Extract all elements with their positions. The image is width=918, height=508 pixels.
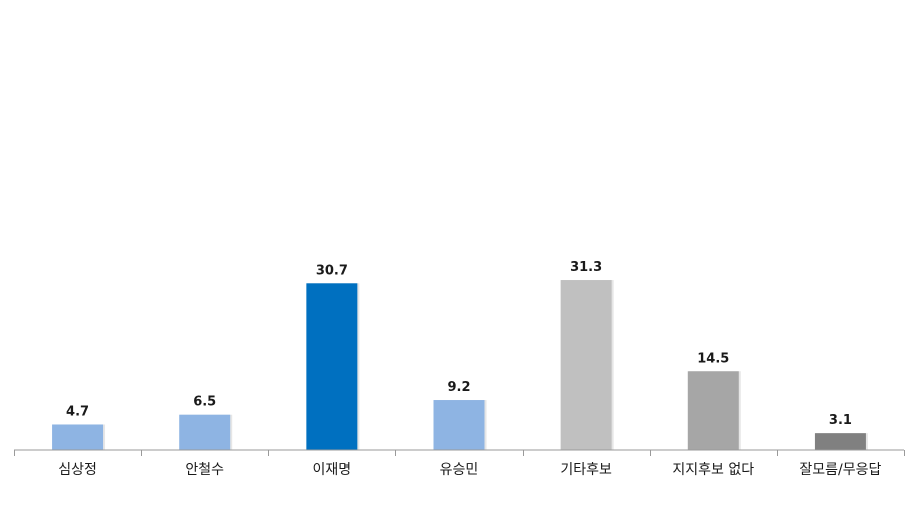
x-tick-label: 유승민 [440,462,479,478]
data-label: 31.3 [570,260,602,275]
data-label: 4.7 [66,404,89,419]
data-label: 3.1 [829,413,852,428]
bar [814,433,866,450]
x-tick-label: 심상정 [58,462,97,478]
x-tick-label: 지지후보 없다 [672,462,754,478]
data-label: 14.5 [697,351,729,366]
bar [687,371,739,450]
x-tick-label: 이재명 [313,462,352,478]
data-label: 9.2 [447,380,470,395]
bar [560,280,612,450]
bar [433,400,485,450]
bar [306,283,358,450]
bars-layer [52,280,868,450]
bar [52,424,104,450]
bar [179,414,231,450]
labels-layer: 4.7 심상정 6.5 안철수 30.7 이재명 9.2 유승민 31.3 기타후보 14.5 지지후… [58,260,881,478]
x-tick-label: 안철수 [185,462,224,478]
x-tick-label: 기타후보 [560,462,612,478]
x-tick-label: 잘모름/무응답 [799,462,881,478]
data-label: 6.5 [193,395,216,410]
data-label: 30.7 [316,263,348,278]
x-axis [14,449,905,456]
